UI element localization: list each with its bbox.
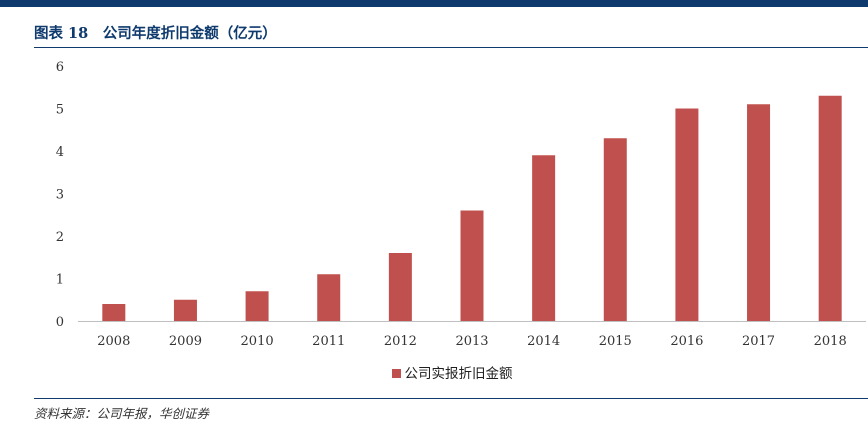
- x-tick-label: 2011: [312, 334, 345, 349]
- x-tick-label: 2018: [814, 334, 847, 349]
- x-tick-label: 2010: [241, 334, 274, 349]
- bar: [675, 108, 699, 321]
- x-tick-label: 2014: [527, 334, 560, 349]
- legend-swatch: [391, 369, 401, 378]
- legend: 公司实报折旧金额: [0, 362, 868, 382]
- bar: [102, 304, 126, 321]
- y-tick-label: 3: [56, 188, 64, 203]
- x-axis: 2008 2009 2010 2011 2012 2013 2014 2015 2016 2017…: [78, 321, 866, 349]
- legend-label: 公司实报折旧金额: [404, 366, 513, 382]
- title-divider: [34, 47, 868, 48]
- x-tick-label: 2012: [384, 334, 417, 349]
- bar: [747, 104, 771, 321]
- bar-chart: 0 1 2 3 4 5 6 2008 2009 2010 2011 2012 2013 2014 2015…: [56, 60, 866, 349]
- bar: [532, 155, 556, 321]
- y-tick-label: 1: [56, 273, 64, 288]
- y-tick-label: 6: [56, 60, 64, 75]
- x-tick-label: 2013: [455, 334, 488, 349]
- bar: [317, 274, 341, 321]
- source-note: 资料来源：公司年报，华创证券: [34, 406, 210, 421]
- y-axis: 0 1 2 3 4 5 6: [56, 60, 64, 330]
- bar: [603, 138, 627, 321]
- bar: [388, 253, 412, 321]
- top-brand-bar: [0, 0, 868, 7]
- x-tick-label: 2015: [599, 334, 632, 349]
- x-tick-label: 2017: [742, 334, 775, 349]
- bar: [245, 291, 269, 321]
- x-tick-label: 2016: [670, 334, 703, 349]
- x-tick-label: 2009: [169, 334, 202, 349]
- source-divider: [34, 398, 868, 399]
- chart-title: 图表 18 公司年度折旧金额（亿元）: [34, 25, 277, 42]
- y-tick-label: 5: [56, 103, 64, 118]
- x-tick-label: 2008: [97, 334, 130, 349]
- bar: [173, 299, 197, 321]
- y-tick-label: 4: [56, 145, 64, 160]
- y-tick-label: 2: [56, 230, 64, 245]
- y-tick-label: 0: [56, 315, 64, 330]
- bar: [818, 95, 842, 321]
- bars: [102, 95, 842, 321]
- bar: [460, 210, 484, 321]
